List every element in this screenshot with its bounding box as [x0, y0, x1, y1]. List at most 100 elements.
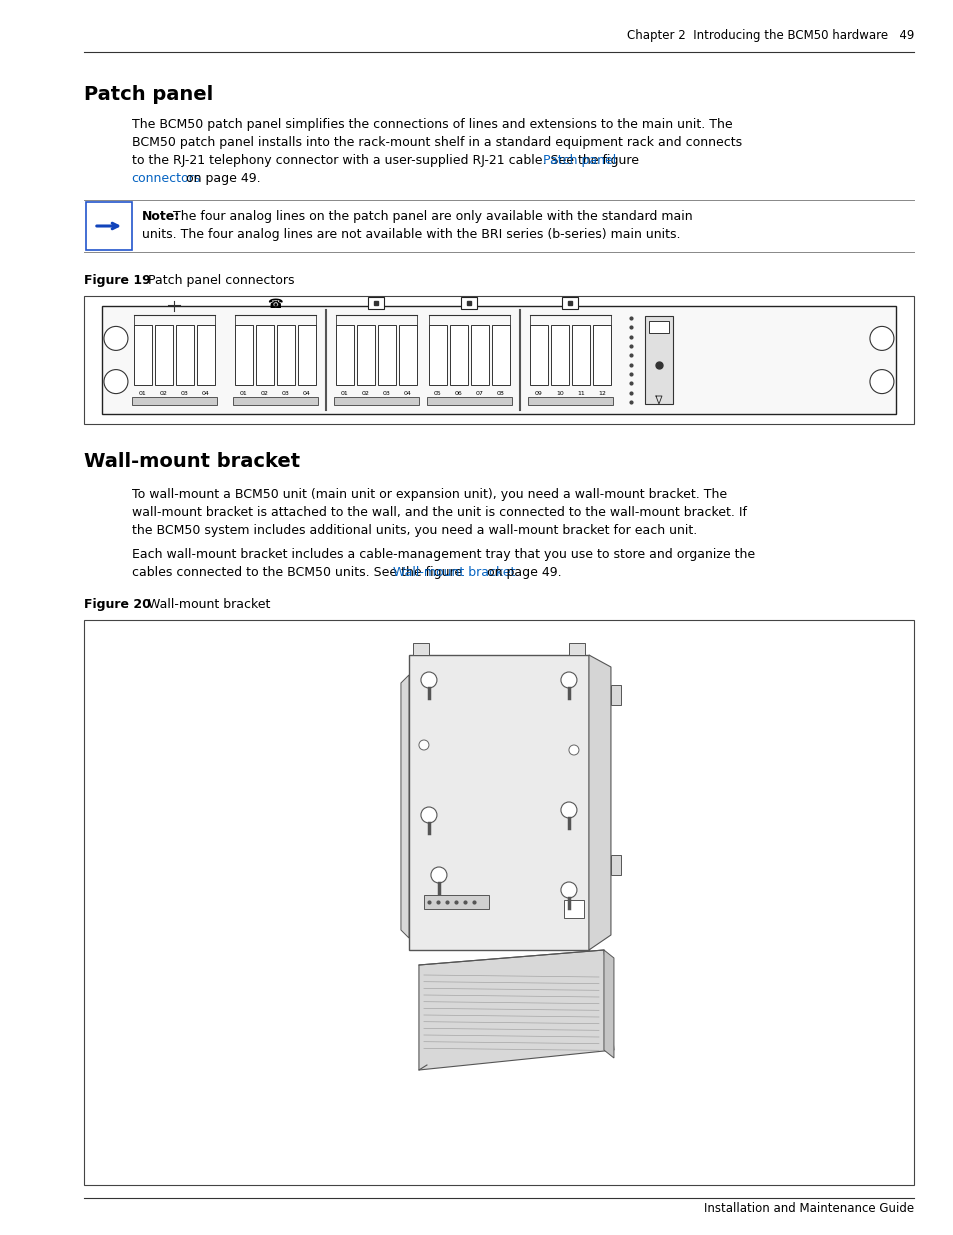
Text: 02: 02 — [261, 390, 269, 396]
Text: Wall-mount bracket: Wall-mount bracket — [84, 452, 300, 471]
Text: Chapter 2  Introducing the BCM50 hardware   49: Chapter 2 Introducing the BCM50 hardware… — [626, 28, 913, 42]
Text: on page 49.: on page 49. — [482, 566, 561, 579]
Bar — [334, 396, 418, 405]
Text: cables connected to the BCM50 units. See the figure: cables connected to the BCM50 units. See… — [132, 566, 465, 579]
Bar — [562, 298, 578, 310]
Bar — [413, 643, 429, 655]
Bar — [427, 396, 512, 405]
Circle shape — [560, 672, 577, 688]
Circle shape — [560, 802, 577, 818]
Text: Each wall-mount bracket includes a cable-management tray that you use to store a: Each wall-mount bracket includes a cable… — [132, 548, 754, 561]
Circle shape — [420, 806, 436, 823]
Bar — [572, 326, 589, 385]
Text: 04: 04 — [202, 390, 210, 396]
Text: 12: 12 — [598, 390, 605, 396]
Bar — [429, 326, 447, 385]
Bar — [450, 326, 468, 385]
Text: Wall-mount bracket: Wall-mount bracket — [136, 598, 271, 611]
Circle shape — [420, 672, 436, 688]
Text: Installation and Maintenance Guide: Installation and Maintenance Guide — [703, 1202, 913, 1215]
Bar — [530, 326, 547, 385]
Text: units. The four analog lines are not available with the BRI series (b-series) ma: units. The four analog lines are not ava… — [142, 228, 679, 241]
Text: 10: 10 — [556, 390, 563, 396]
Bar — [297, 326, 315, 385]
Bar — [132, 396, 216, 405]
Text: To wall-mount a BCM50 unit (main unit or expansion unit), you need a wall-mount : To wall-mount a BCM50 unit (main unit or… — [132, 488, 726, 501]
Bar — [492, 326, 510, 385]
Text: 03: 03 — [382, 390, 391, 396]
Bar — [255, 326, 274, 385]
Bar — [234, 326, 253, 385]
Bar — [568, 643, 584, 655]
Text: Patch panel connectors: Patch panel connectors — [136, 274, 294, 287]
Text: on page 49.: on page 49. — [182, 172, 260, 185]
Text: connectors: connectors — [132, 172, 201, 185]
Polygon shape — [418, 950, 614, 1070]
Circle shape — [431, 867, 446, 883]
Text: 04: 04 — [303, 390, 311, 396]
Bar — [133, 326, 152, 385]
Polygon shape — [400, 676, 409, 939]
Text: The BCM50 patch panel simplifies the connections of lines and extensions to the : The BCM50 patch panel simplifies the con… — [132, 119, 732, 131]
Text: BCM50 patch panel installs into the rack-mount shelf in a standard equipment rac: BCM50 patch panel installs into the rack… — [132, 136, 741, 149]
Bar — [233, 396, 317, 405]
Bar — [335, 326, 354, 385]
Bar — [527, 396, 613, 405]
Text: 07: 07 — [476, 390, 483, 396]
Bar — [593, 326, 610, 385]
Bar — [86, 203, 132, 249]
Bar — [102, 306, 895, 414]
Text: 05: 05 — [434, 390, 441, 396]
Text: 03: 03 — [181, 390, 189, 396]
Bar — [84, 296, 913, 424]
Text: to the RJ-21 telephony connector with a user-supplied RJ-21 cable. See the figur: to the RJ-21 telephony connector with a … — [132, 154, 642, 167]
Text: 04: 04 — [403, 390, 412, 396]
Circle shape — [568, 745, 578, 755]
Bar — [356, 326, 375, 385]
Text: Patch panel: Patch panel — [84, 85, 213, 104]
Bar — [471, 326, 489, 385]
Bar — [563, 900, 583, 918]
Bar — [461, 298, 476, 310]
Circle shape — [104, 326, 128, 351]
Text: Figure 19: Figure 19 — [84, 274, 151, 287]
Bar — [154, 326, 172, 385]
Text: 06: 06 — [455, 390, 462, 396]
Text: ☎: ☎ — [268, 299, 283, 311]
Circle shape — [869, 326, 893, 351]
Bar — [610, 855, 620, 876]
Bar — [398, 326, 416, 385]
Text: Note:: Note: — [142, 210, 180, 224]
Text: 11: 11 — [577, 390, 584, 396]
Text: 09: 09 — [535, 390, 542, 396]
Circle shape — [560, 882, 577, 898]
Text: the BCM50 system includes additional units, you need a wall-mount bracket for ea: the BCM50 system includes additional uni… — [132, 524, 697, 537]
Text: Patch panel: Patch panel — [542, 154, 616, 167]
Polygon shape — [603, 950, 614, 1058]
Text: 08: 08 — [497, 390, 504, 396]
Bar — [196, 326, 214, 385]
Text: 01: 01 — [240, 390, 248, 396]
Bar — [377, 326, 395, 385]
Bar — [610, 685, 620, 705]
Bar — [368, 298, 384, 310]
Text: wall-mount bracket is attached to the wall, and the unit is connected to the wal: wall-mount bracket is attached to the wa… — [132, 506, 746, 519]
Text: 01: 01 — [341, 390, 349, 396]
Bar — [84, 620, 913, 1186]
Circle shape — [104, 369, 128, 394]
Text: 02: 02 — [160, 390, 168, 396]
Bar — [175, 326, 193, 385]
Bar — [551, 326, 568, 385]
Bar — [423, 895, 489, 909]
Text: Wall-mount bracket: Wall-mount bracket — [393, 566, 515, 579]
Circle shape — [869, 369, 893, 394]
Bar — [648, 321, 668, 333]
Text: Figure 20: Figure 20 — [84, 598, 151, 611]
Bar — [644, 316, 672, 404]
Text: 01: 01 — [139, 390, 147, 396]
Circle shape — [418, 740, 429, 750]
Text: The four analog lines on the patch panel are only available with the standard ma: The four analog lines on the patch panel… — [170, 210, 692, 224]
Polygon shape — [588, 655, 610, 950]
Text: 03: 03 — [282, 390, 290, 396]
Bar — [276, 326, 294, 385]
